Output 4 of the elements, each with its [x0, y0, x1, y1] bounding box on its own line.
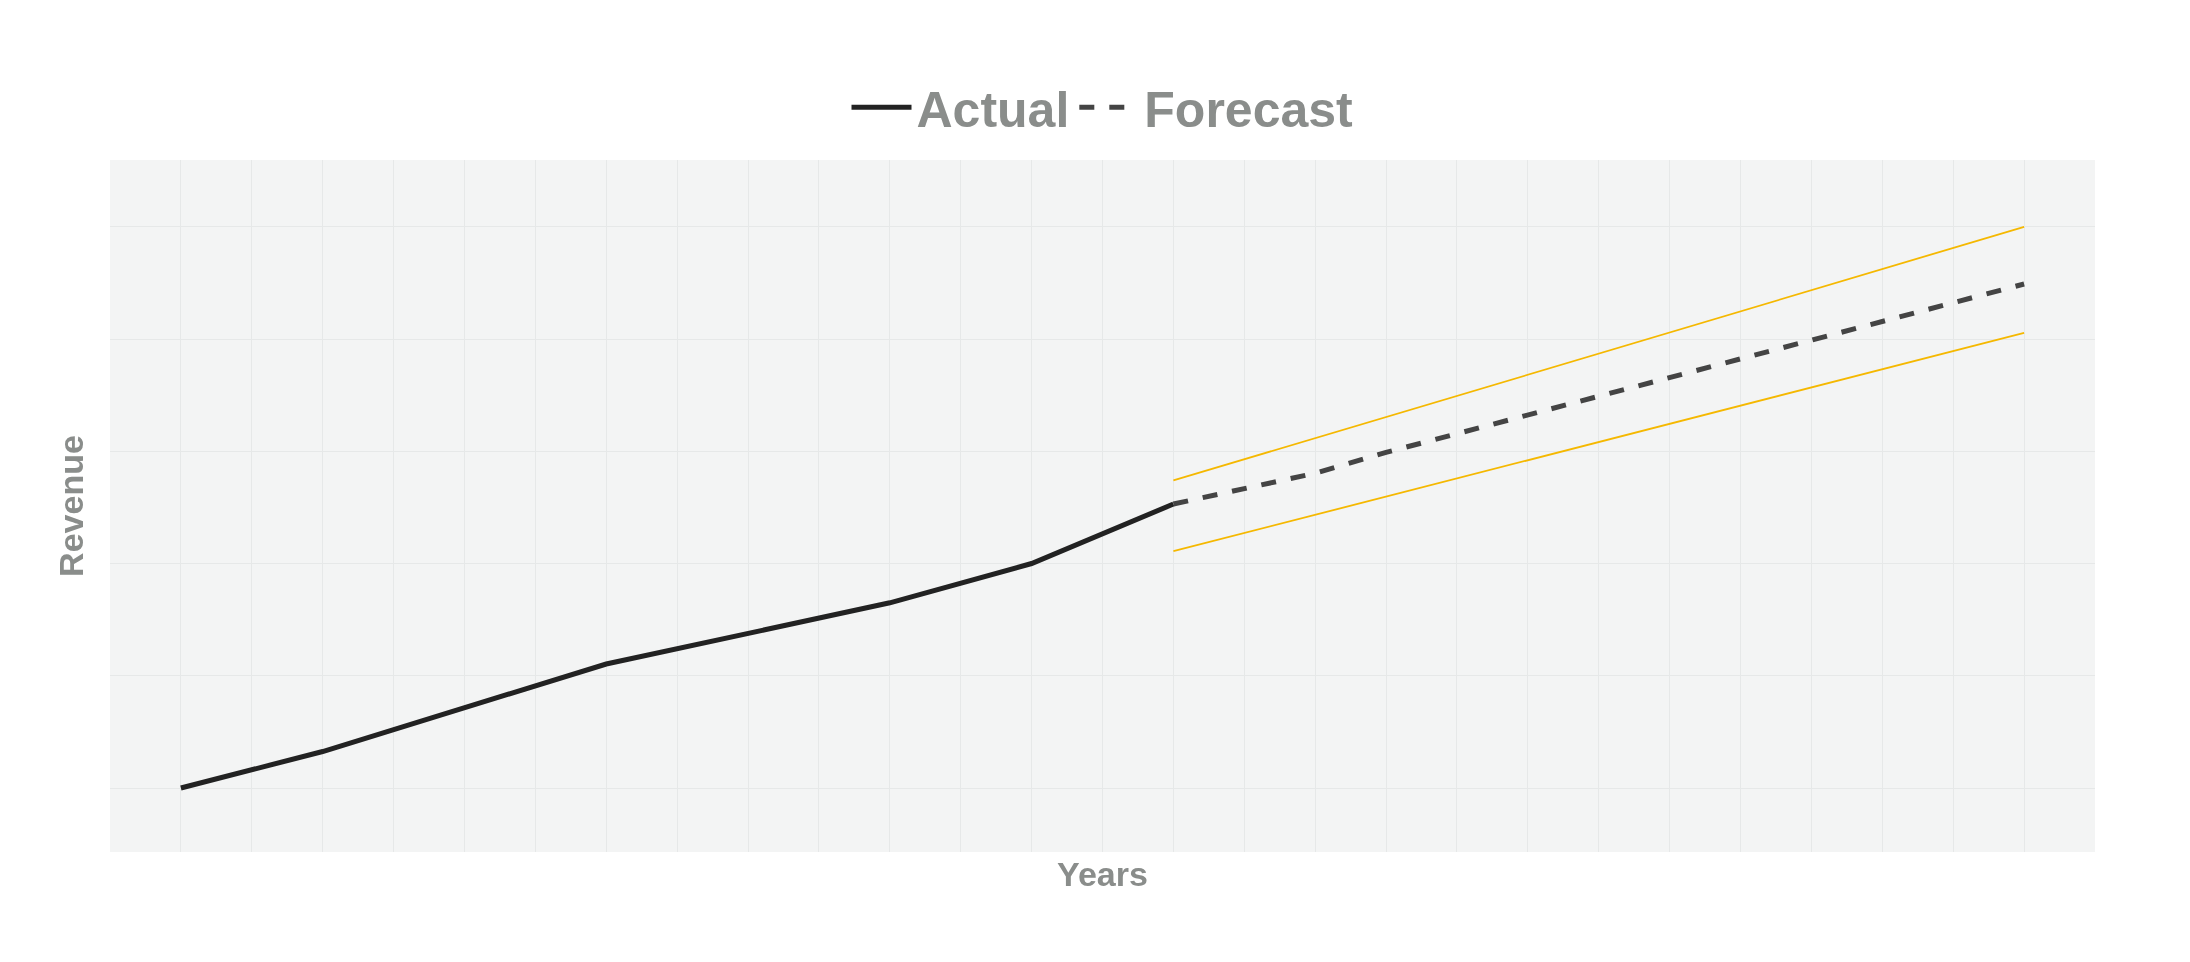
- x-axis-title: Years: [1057, 855, 1148, 894]
- legend-label: Actual: [916, 81, 1070, 138]
- y-axis-title: Revenue: [51, 435, 90, 577]
- legend-label: Forecast: [1144, 81, 1354, 138]
